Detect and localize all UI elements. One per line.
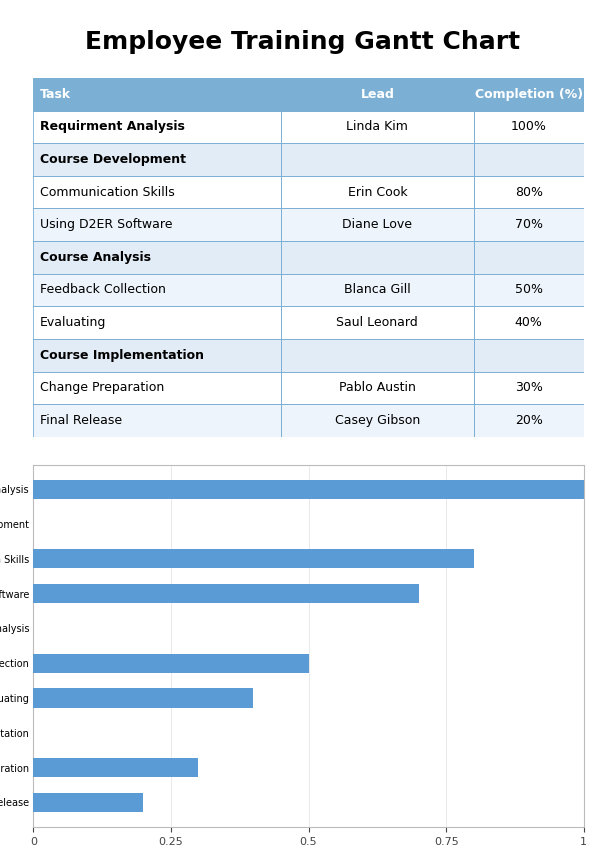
Bar	[281, 176, 474, 209]
Bar	[281, 241, 474, 274]
Bar	[281, 339, 474, 371]
Text: Feedback Collection: Feedback Collection	[40, 283, 166, 297]
Bar	[281, 143, 474, 176]
Text: Pablo Austin: Pablo Austin	[339, 382, 416, 394]
Bar	[33, 654, 309, 672]
Bar	[281, 306, 474, 339]
Text: Completion (%): Completion (%)	[475, 88, 583, 101]
Text: Change Preparation: Change Preparation	[40, 382, 164, 394]
Text: 80%: 80%	[515, 186, 543, 198]
Text: 70%: 70%	[515, 218, 543, 232]
Bar	[33, 793, 143, 812]
Bar	[474, 339, 584, 371]
Text: Casey Gibson: Casey Gibson	[335, 414, 420, 427]
Bar	[474, 371, 584, 404]
Text: Evaluating: Evaluating	[40, 316, 106, 329]
Text: 50%: 50%	[515, 283, 543, 297]
Bar	[33, 689, 253, 707]
Bar	[474, 176, 584, 209]
Bar	[474, 404, 584, 437]
Text: Employee Training Gantt Chart: Employee Training Gantt Chart	[85, 30, 520, 53]
Text: Erin Cook: Erin Cook	[347, 186, 407, 198]
Text: 20%: 20%	[515, 414, 543, 427]
Text: Communication Skills: Communication Skills	[40, 186, 175, 198]
Bar	[474, 209, 584, 241]
Bar	[474, 241, 584, 274]
Bar	[33, 339, 281, 371]
Bar	[33, 479, 584, 499]
Bar	[281, 110, 474, 143]
Text: Task: Task	[40, 88, 71, 101]
Bar	[33, 584, 419, 603]
Bar	[33, 404, 281, 437]
Bar	[474, 110, 584, 143]
Bar	[33, 110, 281, 143]
Text: Final Release: Final Release	[40, 414, 122, 427]
Text: Course Development: Course Development	[40, 153, 186, 166]
Text: Linda Kim: Linda Kim	[347, 120, 408, 133]
Bar	[33, 550, 474, 568]
Bar	[281, 371, 474, 404]
Bar	[33, 758, 198, 777]
Bar	[474, 274, 584, 306]
Bar	[33, 306, 281, 339]
Text: Blanca Gill: Blanca Gill	[344, 283, 411, 297]
Text: 40%: 40%	[515, 316, 543, 329]
Bar	[281, 404, 474, 437]
Bar	[33, 209, 281, 241]
Text: 100%: 100%	[511, 120, 547, 133]
Bar	[281, 209, 474, 241]
Bar	[281, 78, 474, 110]
Text: Course Analysis: Course Analysis	[40, 251, 151, 264]
Bar	[474, 306, 584, 339]
Text: Lead: Lead	[361, 88, 394, 101]
Bar	[33, 176, 281, 209]
Bar	[474, 78, 584, 110]
Bar	[33, 371, 281, 404]
Bar	[33, 274, 281, 306]
Text: 30%: 30%	[515, 382, 543, 394]
Bar	[33, 241, 281, 274]
Bar	[474, 143, 584, 176]
Text: Saul Leonard: Saul Leonard	[336, 316, 418, 329]
Text: Course Implementation: Course Implementation	[40, 349, 204, 362]
Text: Diane Love: Diane Love	[342, 218, 413, 232]
Bar	[281, 274, 474, 306]
Text: Using D2ER Software: Using D2ER Software	[40, 218, 172, 232]
Text: Requirment Analysis: Requirment Analysis	[40, 120, 185, 133]
Bar	[33, 143, 281, 176]
Bar	[33, 78, 281, 110]
